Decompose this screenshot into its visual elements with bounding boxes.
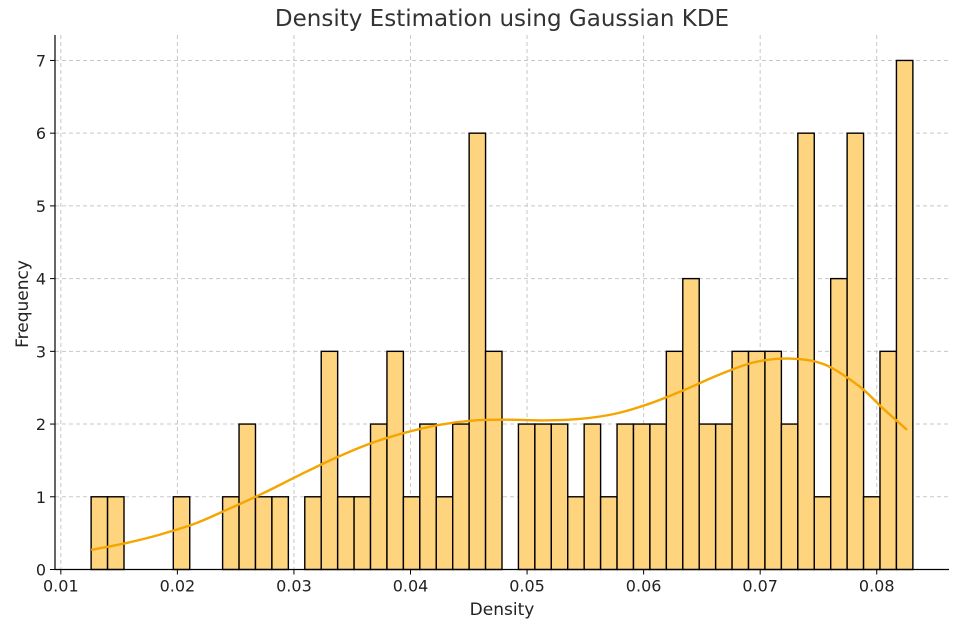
histogram-bar (254, 496, 273, 571)
histogram-bar (731, 350, 750, 571)
histogram-bar (106, 496, 125, 571)
histogram-bar (599, 496, 618, 571)
histogram-bar (846, 132, 865, 571)
y-tick-label: 7 (36, 51, 46, 70)
histogram-bar (797, 132, 815, 571)
x-tick-label: 0.05 (509, 577, 545, 596)
histogram-bar (517, 423, 536, 571)
histogram-bar (402, 496, 421, 571)
y-axis-ticks: 0 1 2 3 4 5 6 7 (36, 51, 55, 580)
histogram-bar (747, 350, 766, 571)
x-tick-label: 0.08 (859, 577, 895, 596)
histogram-bar (583, 423, 602, 571)
histogram-bar (90, 496, 109, 571)
histogram-bar (369, 423, 388, 571)
y-tick-label: 1 (36, 488, 46, 507)
chart-title: Density Estimation using Gaussian KDE (275, 6, 729, 32)
x-axis-ticks: 0.01 0.02 0.03 0.04 0.05 0.06 0.07 0.08 (43, 569, 895, 596)
kde-curve (90, 357, 908, 552)
histogram-bar (616, 423, 635, 571)
histogram-bar (386, 350, 405, 571)
histogram-bar (764, 350, 783, 571)
y-tick-label: 2 (36, 415, 46, 434)
x-tick-label: 0.07 (742, 577, 778, 596)
histogram-bar (484, 350, 503, 571)
histogram-bar (895, 59, 914, 571)
histogram-bar (419, 423, 437, 571)
histogram-bar (435, 496, 454, 571)
x-tick-label: 0.01 (43, 577, 79, 596)
y-tick-label: 6 (36, 124, 46, 143)
histogram-bar (879, 350, 898, 571)
histogram-bar (304, 496, 322, 571)
y-tick-label: 5 (36, 197, 46, 216)
x-tick-label: 0.03 (276, 577, 312, 596)
histogram-bar (698, 423, 717, 571)
histogram-bar (829, 277, 848, 571)
histogram-bar (780, 423, 799, 571)
histogram-bars (90, 59, 914, 571)
histogram-bar (665, 350, 684, 571)
y-axis-label: Frequency (13, 260, 33, 348)
y-tick-label: 0 (36, 561, 46, 580)
histogram-bar (862, 496, 881, 571)
x-tick-label: 0.02 (160, 577, 196, 596)
histogram-bar (534, 423, 553, 571)
histogram-bar (172, 496, 191, 571)
x-tick-label: 0.06 (626, 577, 662, 596)
y-tick-label: 3 (36, 342, 46, 361)
histogram-bar (714, 423, 733, 571)
histogram-bar (353, 496, 372, 571)
histogram-bar (271, 496, 290, 571)
histogram-bar (468, 132, 487, 571)
histogram-bar (567, 496, 585, 571)
histogram-bar (336, 496, 355, 571)
x-axis-label: Density (470, 600, 535, 620)
x-tick-label: 0.04 (393, 577, 429, 596)
y-tick-label: 4 (36, 270, 46, 289)
histogram-bar (649, 423, 668, 571)
histogram-bar (632, 423, 651, 571)
histogram-bar (550, 423, 569, 571)
histogram-bar (813, 496, 832, 571)
histogram-bar (682, 277, 700, 571)
histogram-bar (451, 423, 470, 571)
